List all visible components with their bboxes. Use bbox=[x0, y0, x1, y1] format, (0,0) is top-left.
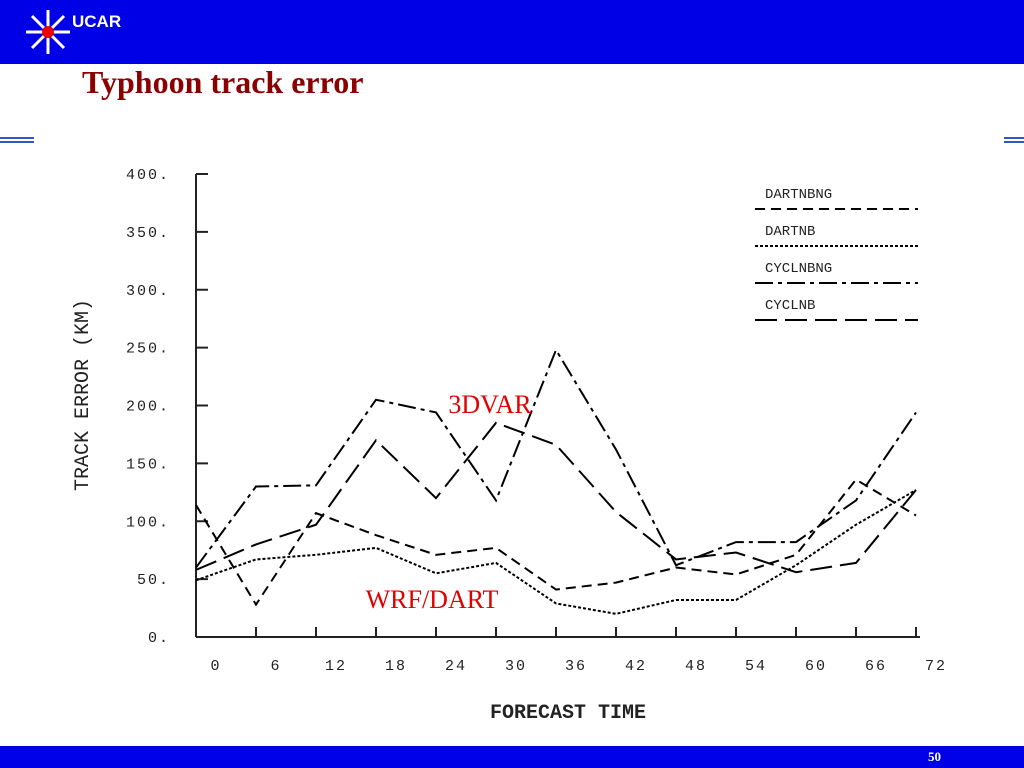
x-tick-label: 72 bbox=[925, 658, 947, 675]
divider bbox=[1004, 137, 1024, 143]
divider bbox=[0, 137, 34, 143]
y-tick-label: 0. bbox=[148, 630, 170, 647]
slide-title: Typhoon track error bbox=[82, 64, 364, 100]
legend-label: CYCLNBNG bbox=[765, 261, 832, 277]
y-tick-label: 150. bbox=[126, 456, 170, 473]
x-tick-label: 48 bbox=[685, 658, 707, 675]
x-tick-label: 24 bbox=[445, 658, 467, 675]
x-tick-label: 30 bbox=[505, 658, 527, 675]
x-tick-label: 36 bbox=[565, 658, 587, 675]
y-tick-label: 250. bbox=[126, 341, 170, 358]
page-number: 50 bbox=[928, 749, 941, 764]
annotation: WRF/DART bbox=[366, 585, 499, 614]
x-axis-title: FORECAST TIME bbox=[490, 702, 646, 725]
y-axis-title: TRACK ERROR (KM) bbox=[72, 299, 95, 491]
x-tick-label: 6 bbox=[270, 658, 281, 675]
x-tick-label: 60 bbox=[805, 658, 827, 675]
logo-text: UCAR bbox=[72, 12, 122, 31]
footer-bar bbox=[0, 746, 1024, 768]
header-bar bbox=[0, 0, 1024, 64]
y-tick-label: 350. bbox=[126, 225, 170, 242]
legend-label: DARTNB bbox=[765, 224, 815, 240]
legend-label: CYCLNB bbox=[765, 298, 815, 314]
series-line bbox=[195, 421, 917, 574]
y-tick-label: 400. bbox=[126, 167, 170, 184]
x-tick-label: 18 bbox=[385, 658, 407, 675]
x-tick-label: 42 bbox=[625, 658, 647, 675]
series-line bbox=[195, 489, 917, 615]
y-tick-label: 100. bbox=[126, 514, 170, 531]
logo-star bbox=[26, 10, 70, 54]
y-tick-label: 300. bbox=[126, 283, 170, 300]
series-line bbox=[195, 478, 917, 607]
x-tick-label: 0 bbox=[210, 658, 221, 675]
y-tick-label: 200. bbox=[126, 399, 170, 416]
x-tick-label: 12 bbox=[325, 658, 347, 675]
x-tick-label: 54 bbox=[745, 658, 767, 675]
legend-label: DARTNBNG bbox=[765, 187, 832, 203]
y-tick-label: 50. bbox=[137, 572, 170, 589]
x-tick-label: 66 bbox=[865, 658, 887, 675]
series-line bbox=[195, 347, 917, 569]
annotation: 3DVAR bbox=[448, 390, 532, 419]
